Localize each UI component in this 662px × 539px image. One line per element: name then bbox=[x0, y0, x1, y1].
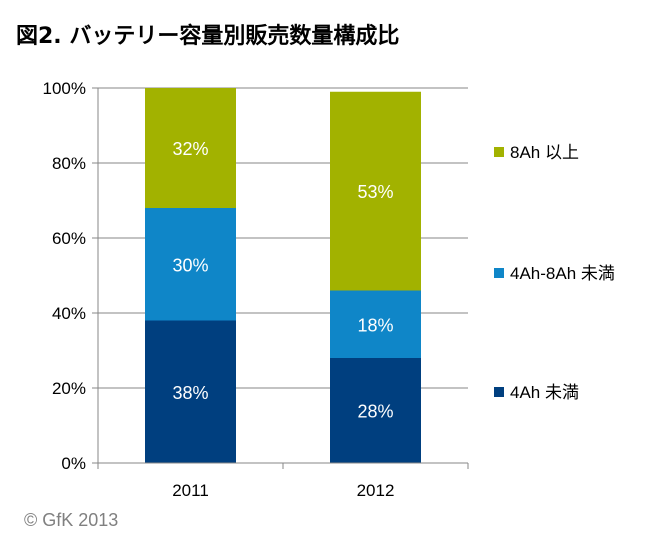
x-tick-label: 2012 bbox=[357, 481, 395, 500]
legend-swatch bbox=[494, 387, 504, 397]
y-tick-label: 40% bbox=[52, 304, 86, 323]
data-label: 30% bbox=[172, 255, 208, 275]
bars: 38% 30% 32% 28% 18% 53% bbox=[145, 88, 421, 463]
bar-segment bbox=[330, 290, 421, 358]
bar-segment bbox=[330, 358, 421, 463]
data-label: 28% bbox=[357, 402, 393, 422]
y-tick-label: 20% bbox=[52, 379, 86, 398]
y-tick-label: 100% bbox=[43, 79, 86, 98]
legend-label: 4Ah-8Ah 未満 bbox=[510, 264, 615, 283]
legend-label: 4Ah 未満 bbox=[510, 383, 579, 402]
y-tick-label: 80% bbox=[52, 154, 86, 173]
data-label: 53% bbox=[357, 182, 393, 202]
legend-label: 8Ah 以上 bbox=[510, 143, 579, 162]
bar-segment bbox=[145, 88, 236, 208]
x-axis: 2011 2012 bbox=[97, 462, 469, 500]
bar-segment bbox=[330, 91, 421, 291]
chart-title: 図2. バッテリー容量別販売数量構成比 bbox=[16, 24, 400, 49]
bar-segment bbox=[145, 208, 236, 321]
y-axis: 0% 20% 40% 60% 80% 100% bbox=[43, 79, 99, 473]
x-tick-label: 2011 bbox=[172, 481, 209, 500]
bar-segment bbox=[145, 320, 236, 463]
y-tick-label: 60% bbox=[52, 229, 86, 248]
legend-swatch bbox=[494, 147, 504, 157]
data-label: 32% bbox=[172, 139, 208, 159]
legend-swatch bbox=[494, 268, 504, 278]
data-label: 18% bbox=[357, 315, 393, 335]
copyright-text: © GfK 2013 bbox=[24, 510, 119, 530]
data-label: 38% bbox=[172, 383, 208, 403]
y-tick-label: 0% bbox=[61, 454, 86, 473]
legend: 8Ah 以上 4Ah-8Ah 未満 4Ah 未満 bbox=[494, 143, 615, 402]
